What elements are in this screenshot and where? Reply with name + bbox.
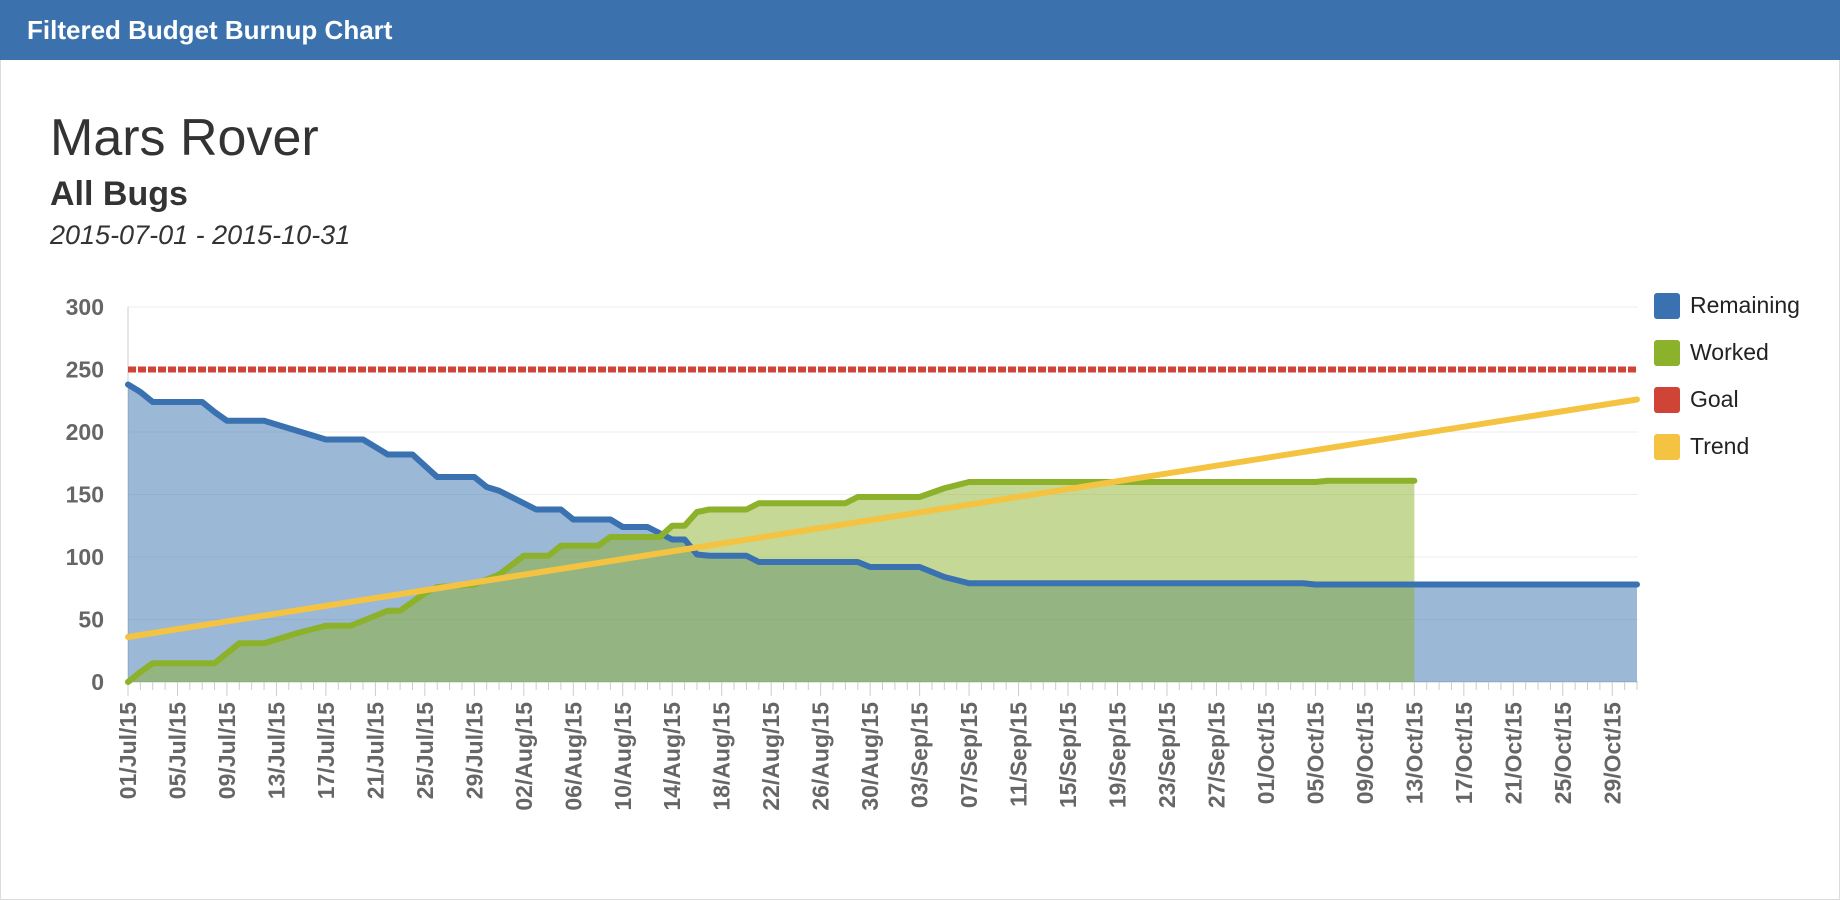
x-tick-label: 09/Oct/15 [1352, 702, 1378, 804]
x-tick-label: 11/Sep/15 [1006, 702, 1032, 807]
chart-legend: Remaining Worked Goal Trend [1654, 282, 1800, 470]
legend-swatch-trend [1654, 433, 1680, 460]
legend-swatch-goal [1654, 386, 1680, 413]
y-tick-label: 100 [66, 544, 104, 570]
x-tick-label: 10/Aug/15 [610, 702, 636, 811]
project-title: Mars Rover [50, 109, 319, 167]
x-tick-label: 23/Sep/15 [1154, 702, 1180, 808]
header-bar: Filtered Budget Burnup Chart [0, 0, 1840, 60]
legend-swatch-worked [1654, 339, 1680, 366]
x-tick-label: 05/Jul/15 [164, 702, 190, 799]
legend-item-trend[interactable]: Trend [1654, 423, 1800, 470]
x-tick-label: 30/Aug/15 [857, 702, 883, 811]
legend-label-worked: Worked [1690, 339, 1769, 365]
x-tick-label: 07/Sep/15 [956, 702, 982, 808]
worked-line [125, 477, 1418, 685]
x-tick-label: 22/Aug/15 [758, 702, 784, 811]
legend-label-remaining: Remaining [1690, 292, 1800, 318]
legend-item-goal[interactable]: Goal [1654, 376, 1800, 423]
x-tick-label: 01/Jul/15 [115, 702, 141, 799]
y-tick-label: 150 [66, 482, 104, 508]
legend-label-goal: Goal [1690, 386, 1739, 412]
x-tick-label: 26/Aug/15 [808, 702, 834, 811]
y-tick-label: 200 [66, 419, 104, 445]
x-tick-label: 27/Sep/15 [1203, 702, 1229, 808]
y-tick-label: 300 [66, 294, 104, 320]
legend-label-trend: Trend [1690, 433, 1750, 459]
legend-item-remaining[interactable]: Remaining [1654, 282, 1800, 329]
trend-line [125, 396, 1640, 640]
x-tick-label: 29/Oct/15 [1599, 702, 1625, 804]
x-tick-label: 25/Jul/15 [412, 702, 438, 799]
remaining-line [125, 381, 1640, 588]
x-tick-label: 25/Oct/15 [1550, 702, 1576, 804]
y-tick-label: 250 [66, 357, 104, 383]
date-range: 2015-07-01 - 2015-10-31 [50, 220, 351, 250]
x-tick-label: 17/Oct/15 [1451, 702, 1477, 804]
worked-area [128, 480, 1415, 682]
y-tick-label: 0 [91, 669, 104, 695]
x-tick-label: 09/Jul/15 [214, 702, 240, 799]
x-tick-label: 17/Jul/15 [313, 702, 339, 799]
x-tick-label: 29/Jul/15 [461, 702, 487, 799]
x-tick-label: 14/Aug/15 [659, 702, 685, 811]
legend-swatch-remaining [1654, 292, 1680, 319]
burnup-chart: 0 50 100 150 200 250 300 01/Jul/15 05/Jul/15 09/J… [66, 294, 1640, 811]
x-tick-label: 21/Oct/15 [1500, 702, 1526, 804]
x-tick-label: 19/Sep/15 [1105, 702, 1131, 808]
x-tick-label: 13/Jul/15 [263, 702, 289, 799]
x-tick-label: 18/Aug/15 [709, 702, 735, 811]
x-tick-label: 02/Aug/15 [511, 702, 537, 811]
x-tick-label: 01/Oct/15 [1253, 702, 1279, 804]
x-tick-label: 03/Sep/15 [907, 702, 933, 808]
filter-title: All Bugs [50, 175, 188, 213]
x-tick-label: 05/Oct/15 [1302, 702, 1328, 804]
x-tick-label: 13/Oct/15 [1401, 702, 1427, 804]
legend-item-worked[interactable]: Worked [1654, 329, 1800, 376]
x-tick-label: 06/Aug/15 [560, 702, 586, 811]
y-tick-label: 50 [78, 607, 104, 633]
header-title: Filtered Budget Burnup Chart [27, 15, 393, 45]
x-tick-label: 15/Sep/15 [1055, 702, 1081, 808]
x-tick-label: 21/Jul/15 [362, 702, 388, 799]
